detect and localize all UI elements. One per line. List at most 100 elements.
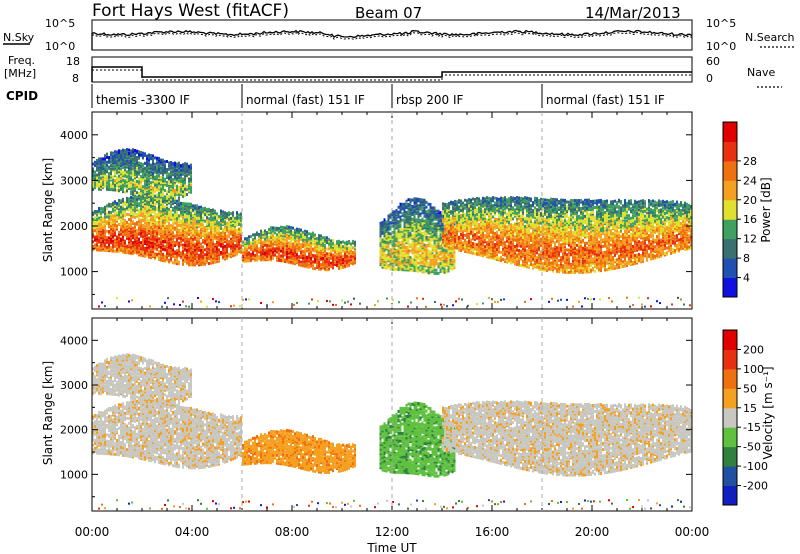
power-cell (130, 240, 132, 244)
power-cell (200, 223, 202, 227)
power-cell (102, 175, 104, 178)
power-cell (164, 169, 166, 173)
power-cell (350, 255, 352, 259)
power-cell (417, 204, 420, 208)
power-cell (192, 204, 194, 208)
power-cell (142, 243, 144, 247)
power-cell (172, 248, 174, 252)
power-cell (112, 159, 114, 163)
power-cell (100, 226, 102, 230)
power-cell (114, 216, 116, 220)
power-cell (106, 204, 108, 208)
power-cell (218, 242, 220, 245)
power-cell (210, 237, 212, 241)
power-cell (437, 209, 440, 213)
power-cell (348, 263, 350, 267)
power-cell (130, 213, 132, 217)
power-cell (188, 171, 190, 175)
power-cell (188, 221, 190, 225)
power-cell (164, 184, 166, 188)
power-cell (124, 158, 126, 162)
power-cell (112, 235, 114, 239)
power-cell (180, 164, 182, 168)
power-cell (126, 251, 128, 255)
power-cell (246, 256, 248, 260)
power-cell (122, 212, 124, 216)
power-cell (114, 172, 116, 176)
power-cell (395, 216, 398, 220)
power-cell (393, 210, 396, 214)
power-cell (158, 219, 160, 223)
power-cell (114, 213, 116, 216)
power-cell (196, 210, 198, 214)
power-cell (212, 243, 214, 247)
power-cell (334, 258, 336, 262)
power-cell (116, 180, 118, 184)
power-cell (194, 236, 196, 240)
power-cell (224, 235, 226, 239)
power-cell (298, 242, 300, 246)
power-cell (188, 187, 190, 191)
power-cell (194, 255, 196, 259)
power-cell (130, 247, 132, 251)
power-cell (204, 213, 206, 217)
power-cell (198, 255, 200, 259)
power-cell (96, 183, 98, 187)
power-cell (178, 254, 180, 258)
power-cell (286, 255, 288, 259)
power-cell (134, 163, 136, 167)
power-cell (340, 255, 342, 259)
power-ylabel: Slant Range [km] (41, 158, 55, 262)
power-cell (112, 156, 114, 160)
power-cell (222, 215, 224, 219)
power-cell (320, 247, 322, 251)
power-cell (96, 218, 98, 222)
power-cell (154, 166, 156, 169)
power-cell (106, 170, 108, 174)
power-cell (228, 235, 230, 239)
power-cell (190, 247, 192, 251)
power-cell (214, 230, 216, 234)
power-cell (234, 223, 236, 227)
power-cell (126, 208, 128, 212)
power-cell (104, 162, 106, 166)
power-cell (140, 192, 142, 196)
power-cell (188, 183, 190, 187)
power-cell (136, 195, 138, 199)
power-cell (170, 257, 172, 261)
power-cell (188, 248, 190, 252)
power-cell (210, 258, 212, 262)
power-cell (234, 234, 236, 238)
power-cell (104, 157, 106, 161)
power-cell (188, 218, 190, 222)
power-cell (236, 228, 238, 232)
power-cell (178, 216, 180, 219)
power-cell (439, 236, 442, 240)
power-cell (166, 226, 168, 230)
power-cell (186, 169, 188, 173)
power-cell (158, 231, 160, 234)
power-cell (142, 174, 144, 177)
power-cell (180, 254, 182, 258)
power-cell (184, 226, 186, 230)
power-cell (174, 191, 176, 195)
power-cell (106, 212, 108, 216)
power-cell (134, 249, 136, 253)
power-cell (342, 257, 344, 261)
power-cell (170, 246, 172, 250)
power-cell (190, 182, 192, 186)
power-cell (92, 232, 94, 236)
power-cell (182, 235, 184, 239)
power-cell (236, 217, 238, 221)
power-cell (164, 238, 166, 242)
power-cell (150, 192, 152, 196)
power-cell (238, 235, 240, 239)
power-cell (206, 249, 208, 253)
power-cell (146, 199, 148, 203)
power-cell (320, 252, 322, 255)
power-cell (118, 242, 120, 246)
power-cell (178, 188, 180, 192)
power-cell (236, 212, 238, 216)
power-cell (435, 222, 438, 226)
